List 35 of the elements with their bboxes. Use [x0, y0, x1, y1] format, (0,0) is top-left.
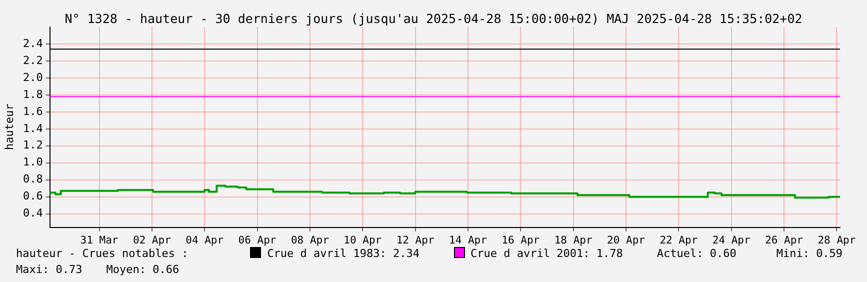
text: Moyen: 0.66: [106, 263, 180, 276]
x-tick-label: 12 Apr: [396, 234, 434, 246]
x-tick-label: 16 Apr: [502, 234, 540, 246]
y-tick-label: 0.8: [22, 172, 43, 186]
x-tick-label: 26 Apr: [765, 234, 803, 246]
text: Actuel: 0.60: [656, 247, 736, 260]
y-tick-label: 1.8: [22, 88, 43, 101]
x-tick-label: 04 Apr: [186, 234, 224, 246]
x-tick-label: 22 Apr: [660, 234, 698, 246]
y-tick-label: 2.4: [22, 36, 44, 50]
y-tick-label: 0.6: [22, 190, 43, 203]
x-tick-label: 28 Apr: [818, 234, 856, 246]
y-tick-label: 0.4: [22, 206, 44, 220]
y-tick-label: 2.0: [22, 70, 43, 84]
x-tick-label: 18 Apr: [554, 234, 592, 246]
y-tick-label: 2.2: [22, 54, 43, 67]
y-tick-label: 1.4: [22, 122, 44, 135]
y-tick-label: 1.6: [22, 104, 43, 118]
x-tick-label: 06 Apr: [238, 234, 276, 246]
x-tick-label: 24 Apr: [712, 234, 750, 246]
text: Mini: 0.59: [776, 247, 843, 260]
chart-title: N° 1328 - hauteur - 30 derniers jours (jusqu'au 2025-04-28 15:00:00+02) MAJ 2025-04-28 15:35:02+02: [64, 11, 804, 26]
text: Maxi: 0.73: [16, 263, 82, 276]
x-tick-label: 14 Apr: [449, 234, 487, 246]
x-tick-label: 02 Apr: [132, 234, 171, 246]
y-tick-label: 1.2: [22, 138, 43, 152]
text: hauteur - Crues notables :: [16, 247, 188, 260]
y-axis-title: hauteur: [3, 104, 16, 150]
x-tick-label: 10 Apr: [344, 234, 382, 246]
x-tick-label: 31 Mar: [80, 234, 118, 246]
x-tick-label: 20 Apr: [607, 234, 645, 246]
legend-label: Crue d avril 2001: 1.78: [470, 247, 623, 260]
x-tick-label: 08 Apr: [290, 234, 329, 246]
legend-label: Crue d avril 1983: 2.34: [267, 247, 420, 260]
y-tick-label: 1.0: [22, 156, 43, 169]
